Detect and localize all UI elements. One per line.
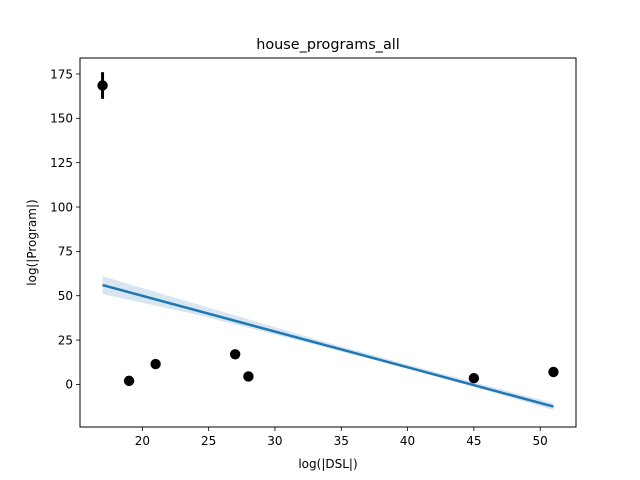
x-tick-label: 50 — [533, 434, 548, 448]
y-tick-label: 150 — [50, 112, 73, 126]
data-point — [548, 366, 559, 378]
data-point — [123, 375, 135, 387]
x-tick-label: 25 — [201, 434, 216, 448]
x-axis-label: log(|DSL|) — [298, 457, 357, 471]
regression-line-layer — [102, 283, 554, 408]
y-tick-label: 25 — [58, 333, 73, 347]
y-tick-label: 0 — [65, 378, 73, 392]
regression-line — [102, 283, 554, 408]
x-tick-label: 35 — [334, 434, 349, 448]
y-tick-label: 50 — [58, 289, 73, 303]
x-axis-ticks: 20 25 30 35 40 45 50 — [135, 427, 548, 448]
y-axis-ticks: 0 25 50 75 100 125 150 175 — [50, 67, 80, 392]
x-tick-label: 40 — [400, 434, 415, 448]
data-point — [243, 371, 254, 382]
x-tick-label: 30 — [267, 434, 282, 448]
data-point — [468, 373, 480, 384]
data-point — [97, 80, 108, 91]
y-tick-label: 100 — [50, 200, 73, 214]
plot-frame — [79, 57, 577, 428]
y-tick-label: 125 — [50, 156, 73, 170]
chart-title: house_programs_all — [256, 37, 400, 53]
data-points-layer — [97, 72, 559, 387]
y-tick-label: 175 — [50, 67, 73, 81]
data-point — [229, 349, 241, 360]
y-axis-label: log(|Program|) — [25, 199, 39, 285]
data-point — [150, 358, 161, 370]
x-tick-label: 20 — [135, 434, 150, 448]
y-tick-label: 75 — [58, 245, 73, 259]
x-tick-label: 45 — [466, 434, 481, 448]
